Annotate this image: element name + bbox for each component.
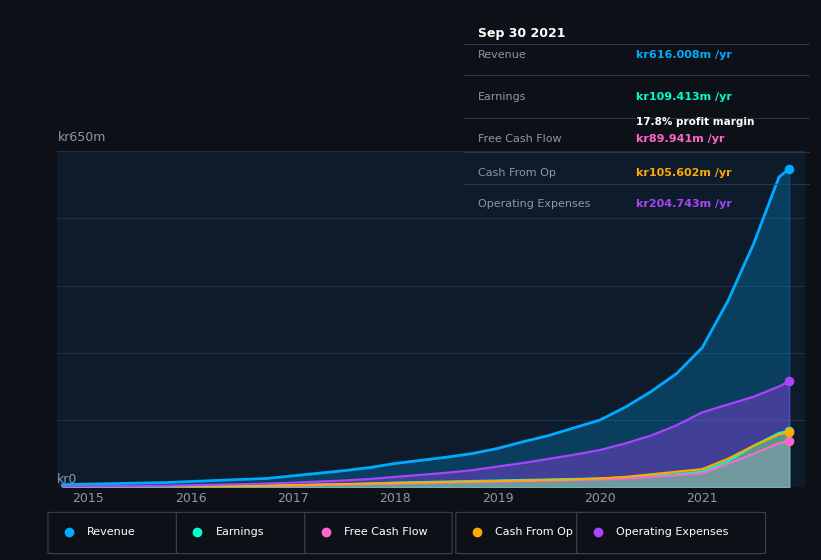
Text: kr105.602m /yr: kr105.602m /yr	[636, 168, 732, 178]
Text: Free Cash Flow: Free Cash Flow	[344, 527, 428, 537]
Text: Earnings: Earnings	[478, 92, 526, 102]
Text: Revenue: Revenue	[478, 50, 526, 60]
Text: Cash From Op: Cash From Op	[495, 527, 573, 537]
Point	[782, 428, 796, 437]
Text: Sep 30 2021: Sep 30 2021	[478, 26, 565, 40]
Text: Operating Expenses: Operating Expenses	[478, 199, 590, 209]
Text: Operating Expenses: Operating Expenses	[616, 527, 728, 537]
Text: kr616.008m /yr: kr616.008m /yr	[636, 50, 732, 60]
FancyBboxPatch shape	[456, 512, 588, 554]
Point	[782, 377, 796, 386]
Text: Revenue: Revenue	[87, 527, 136, 537]
Point	[782, 436, 796, 445]
FancyBboxPatch shape	[48, 512, 180, 554]
FancyBboxPatch shape	[576, 512, 765, 554]
Text: kr0: kr0	[57, 473, 77, 486]
Text: kr109.413m /yr: kr109.413m /yr	[636, 92, 732, 102]
Text: kr204.743m /yr: kr204.743m /yr	[636, 199, 732, 209]
Point	[782, 426, 796, 435]
Text: 17.8% profit margin: 17.8% profit margin	[636, 117, 754, 127]
Text: Earnings: Earnings	[216, 527, 264, 537]
Text: Cash From Op: Cash From Op	[478, 168, 556, 178]
FancyBboxPatch shape	[305, 512, 452, 554]
Text: Free Cash Flow: Free Cash Flow	[478, 134, 562, 144]
Point	[782, 164, 796, 173]
Text: kr650m: kr650m	[57, 132, 106, 144]
Text: kr89.941m /yr: kr89.941m /yr	[636, 134, 725, 144]
FancyBboxPatch shape	[177, 512, 309, 554]
